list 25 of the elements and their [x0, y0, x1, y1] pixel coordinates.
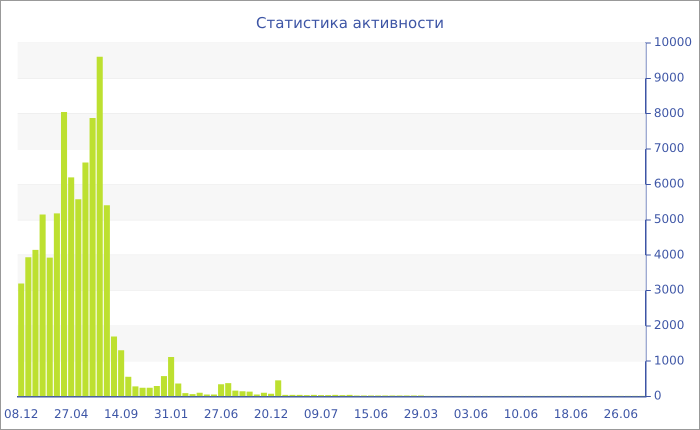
- x-tick-label: 10.06: [504, 406, 538, 421]
- y-tick-label: 6000: [654, 176, 684, 191]
- y-tick-label: 0: [654, 388, 662, 403]
- x-tick-label: 15.06: [354, 406, 388, 421]
- y-tick-label: 9000: [654, 70, 684, 84]
- x-tick-label: 18.06: [554, 406, 588, 421]
- y-tick-label: 2000: [654, 318, 684, 332]
- x-tick-label: 31.01: [154, 406, 188, 421]
- x-tick-label: 27.04: [54, 406, 88, 421]
- y-tick-label: 5000: [654, 212, 684, 226]
- y-tick-label: 3000: [654, 282, 684, 297]
- y-tick-label: 8000: [654, 106, 684, 120]
- x-tick-label: 09.07: [304, 406, 338, 421]
- y-tick-label: 4000: [654, 247, 684, 262]
- x-tick-label: 26.06: [604, 406, 638, 421]
- x-tick-label: 27.06: [204, 406, 238, 421]
- y-tick-label: 1000: [654, 353, 684, 368]
- x-tick-label: 08.12: [4, 406, 38, 421]
- y-tick-label: 7000: [654, 141, 684, 156]
- x-tick-label: 14.09: [104, 406, 138, 421]
- x-tick-label: 29.03: [404, 406, 438, 421]
- chart-title: Статистика активности: [256, 14, 444, 32]
- x-tick-label: 20.12: [254, 406, 288, 421]
- x-tick-label: 03.06: [454, 406, 488, 421]
- y-tick-label: 10000: [654, 35, 692, 50]
